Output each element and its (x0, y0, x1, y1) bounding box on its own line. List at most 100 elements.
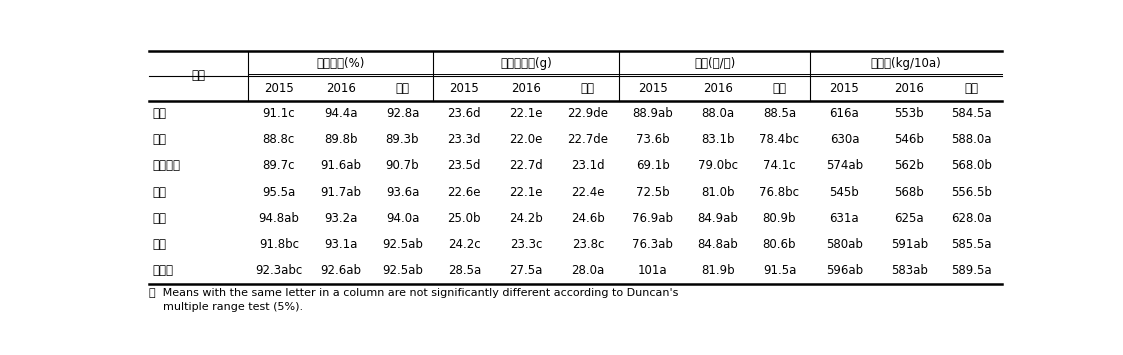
Text: 22.7de: 22.7de (567, 133, 609, 146)
Text: 545b: 545b (830, 186, 859, 198)
Text: 쌀수량(kg/10a): 쌀수량(kg/10a) (870, 57, 941, 70)
Text: 80.6b: 80.6b (763, 238, 796, 251)
Text: 신동진: 신동진 (153, 264, 174, 277)
Text: 2015: 2015 (638, 82, 668, 95)
Text: 93.2a: 93.2a (325, 212, 357, 225)
Text: 95.5a: 95.5a (263, 186, 295, 198)
Text: 93.1a: 93.1a (325, 238, 357, 251)
Text: 평균: 평균 (395, 82, 410, 95)
Text: 88.5a: 88.5a (763, 107, 796, 120)
Text: 580ab: 580ab (825, 238, 862, 251)
Text: 72.5b: 72.5b (636, 186, 669, 198)
Text: 25.0b: 25.0b (448, 212, 481, 225)
Text: 73.6b: 73.6b (636, 133, 669, 146)
Text: 립수(개/수): 립수(개/수) (694, 57, 736, 70)
Text: 27.5a: 27.5a (510, 264, 542, 277)
Text: 92.3abc: 92.3abc (255, 264, 302, 277)
Text: 568.0b: 568.0b (951, 159, 992, 173)
Text: 22.1e: 22.1e (510, 107, 542, 120)
Text: 625a: 625a (895, 212, 924, 225)
Text: 등숙비율(%): 등숙비율(%) (317, 57, 365, 70)
Text: 91.1c: 91.1c (263, 107, 295, 120)
Text: 23.3c: 23.3c (510, 238, 542, 251)
Text: 74.1c: 74.1c (764, 159, 796, 173)
Text: 568b: 568b (894, 186, 924, 198)
Text: 현미천립중(g): 현미천립중(g) (500, 57, 553, 70)
Text: 546b: 546b (894, 133, 924, 146)
Text: 24.6b: 24.6b (570, 212, 605, 225)
Text: 23.8c: 23.8c (572, 238, 604, 251)
Text: 596ab: 596ab (825, 264, 862, 277)
Text: 92.5ab: 92.5ab (382, 264, 423, 277)
Text: 89.8b: 89.8b (323, 133, 357, 146)
Text: multiple range test (5%).: multiple range test (5%). (149, 302, 303, 312)
Text: 556.5b: 556.5b (951, 186, 992, 198)
Text: 91.8bc: 91.8bc (259, 238, 299, 251)
Text: 616a: 616a (830, 107, 859, 120)
Text: 호품: 호품 (153, 238, 166, 251)
Text: 23.3d: 23.3d (448, 133, 481, 146)
Text: 평균: 평균 (581, 82, 595, 95)
Text: 88.9ab: 88.9ab (632, 107, 673, 120)
Text: 574ab: 574ab (825, 159, 862, 173)
Text: 88.0a: 88.0a (701, 107, 734, 120)
Text: 562b: 562b (894, 159, 924, 173)
Text: 630a: 630a (830, 133, 859, 146)
Text: 588.0a: 588.0a (951, 133, 992, 146)
Text: 69.1b: 69.1b (636, 159, 669, 173)
Text: 94.8ab: 94.8ab (258, 212, 300, 225)
Text: 22.0e: 22.0e (510, 133, 542, 146)
Text: 91.7ab: 91.7ab (320, 186, 362, 198)
Text: 24.2c: 24.2c (448, 238, 481, 251)
Text: 88.8c: 88.8c (263, 133, 295, 146)
Text: 631a: 631a (830, 212, 859, 225)
Text: 81.0b: 81.0b (701, 186, 734, 198)
Text: 93.6a: 93.6a (386, 186, 419, 198)
Text: 평균: 평균 (773, 82, 786, 95)
Text: 553b: 553b (895, 107, 924, 120)
Text: 84.8ab: 84.8ab (697, 238, 738, 251)
Text: 2015: 2015 (830, 82, 859, 95)
Text: 22.4e: 22.4e (572, 186, 604, 198)
Text: 89.3b: 89.3b (385, 133, 419, 146)
Text: 현품: 현품 (153, 212, 166, 225)
Text: 22.7d: 22.7d (509, 159, 542, 173)
Text: 83.1b: 83.1b (701, 133, 734, 146)
Text: 수광: 수광 (153, 107, 166, 120)
Text: 미품: 미품 (153, 133, 166, 146)
Text: 583ab: 583ab (891, 264, 928, 277)
Text: 2016: 2016 (703, 82, 732, 95)
Text: 품종: 품종 (192, 69, 206, 82)
Text: 585.5a: 585.5a (951, 238, 992, 251)
Text: 22.9de: 22.9de (567, 107, 609, 120)
Text: 76.9ab: 76.9ab (632, 212, 674, 225)
Text: 2016: 2016 (326, 82, 356, 95)
Text: 평균: 평균 (964, 82, 978, 95)
Text: 23.5d: 23.5d (448, 159, 481, 173)
Text: 101a: 101a (638, 264, 667, 277)
Text: 해품: 해품 (153, 186, 166, 198)
Text: 2015: 2015 (264, 82, 294, 95)
Text: 2016: 2016 (511, 82, 541, 95)
Text: 628.0a: 628.0a (951, 212, 992, 225)
Text: 591ab: 591ab (891, 238, 928, 251)
Text: 89.7c: 89.7c (263, 159, 295, 173)
Text: 92.6ab: 92.6ab (320, 264, 362, 277)
Text: 584.5a: 584.5a (951, 107, 992, 120)
Text: 91.5a: 91.5a (763, 264, 796, 277)
Text: 28.0a: 28.0a (572, 264, 604, 277)
Text: 23.1d: 23.1d (572, 159, 604, 173)
Text: 22.1e: 22.1e (510, 186, 542, 198)
Text: ＊  Means with the same letter in a column are not significantly different accord: ＊ Means with the same letter in a column… (149, 288, 678, 297)
Text: 589.5a: 589.5a (951, 264, 992, 277)
Text: 92.5ab: 92.5ab (382, 238, 423, 251)
Text: 23.6d: 23.6d (447, 107, 481, 120)
Text: 22.6e: 22.6e (448, 186, 481, 198)
Text: 76.3ab: 76.3ab (632, 238, 673, 251)
Text: 94.4a: 94.4a (323, 107, 357, 120)
Text: 92.8a: 92.8a (386, 107, 419, 120)
Text: 80.9b: 80.9b (763, 212, 796, 225)
Text: 2016: 2016 (894, 82, 924, 95)
Text: 78.4bc: 78.4bc (759, 133, 800, 146)
Text: 94.0a: 94.0a (386, 212, 419, 225)
